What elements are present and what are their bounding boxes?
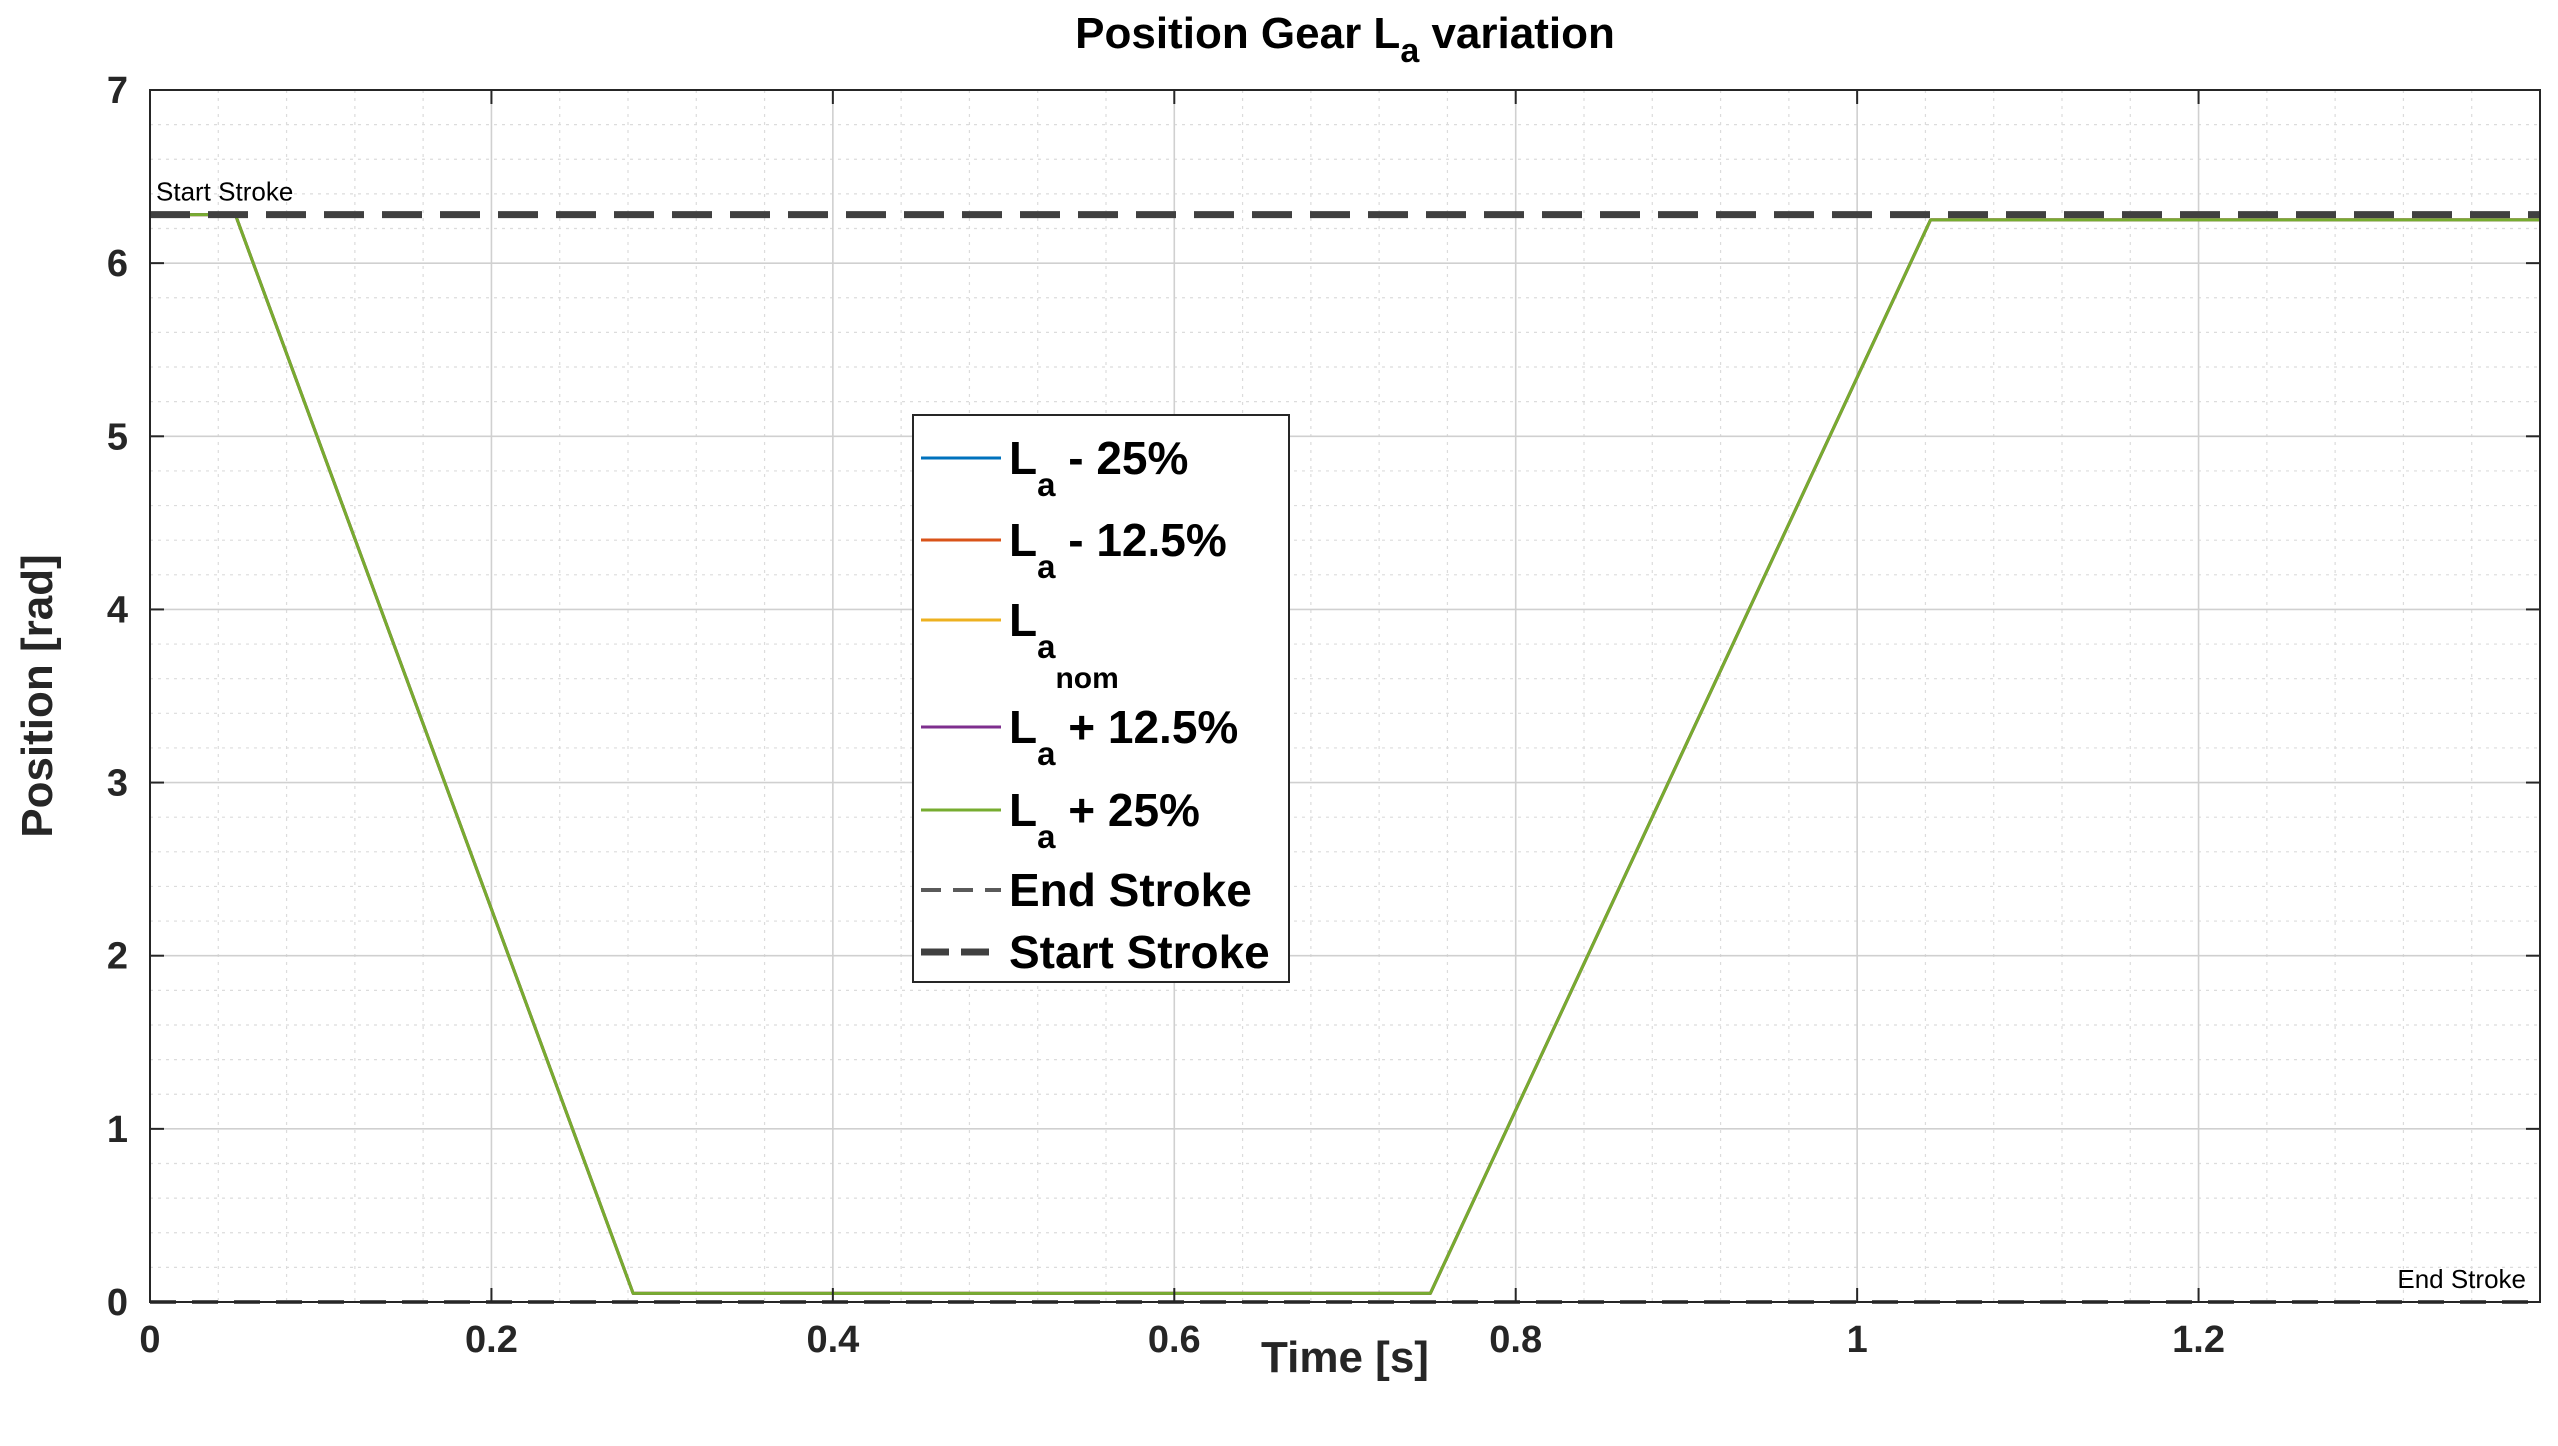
legend-label-4: La + 25% [1009, 784, 1200, 855]
title-main: Position Gear L [1075, 9, 1400, 58]
series-line-1 [150, 213, 2540, 1295]
y-tick-label: 7 [107, 70, 128, 112]
x-tick-label: 0.6 [1148, 1319, 1201, 1361]
title-sub: a [1400, 32, 1420, 70]
annotation-1: End Stroke [2397, 1264, 2526, 1294]
x-tick-label: 1.2 [2172, 1319, 2225, 1361]
x-tick-label: 0.4 [806, 1319, 859, 1361]
y-tick-label: 1 [107, 1109, 128, 1151]
y-tick-label: 2 [107, 936, 128, 978]
x-tick-label: 0 [139, 1319, 160, 1361]
series-line-4 [150, 213, 2540, 1295]
legend-label-0: La - 25% [1009, 432, 1188, 503]
series-line-0 [150, 213, 2540, 1295]
annotations: Start Stroke End Stroke [156, 177, 2526, 1294]
y-tick-label: 3 [107, 763, 128, 805]
plot-frame [149, 89, 2541, 1303]
legend-label-6: Start Stroke [1009, 926, 1270, 978]
legend-box [912, 414, 1290, 983]
legend-label-2: Lanom [1009, 594, 1119, 695]
y-tick-label: 4 [107, 589, 128, 631]
y-tick-label: 6 [107, 243, 128, 285]
legend-label-5: End Stroke [1009, 864, 1252, 916]
series-line-3 [150, 213, 2540, 1295]
legend-label-3: La + 12.5% [1009, 701, 1238, 772]
x-tick-label: 1 [1847, 1319, 1868, 1361]
y-tick-label: 0 [107, 1282, 128, 1324]
x-tick-label: 0.8 [1489, 1319, 1542, 1361]
title-rest: variation [1419, 9, 1615, 58]
series-line-2 [150, 213, 2540, 1295]
chart-title: Position Gear La variation [1075, 9, 1615, 70]
annotation-0: Start Stroke [156, 177, 293, 207]
ticks-layer: 0 0.2 0.4 0.6 0.8 1 1.2 0 1 2 3 4 5 6 7 [107, 70, 2540, 1361]
y-axis-label: Position [rad] [13, 554, 62, 838]
x-axis-label: Time [s] [1261, 1333, 1429, 1382]
series-layer [150, 211, 2540, 1304]
minor-grid [150, 90, 2540, 1302]
legend-label-1: La - 12.5% [1009, 514, 1227, 585]
x-tick-label: 0.2 [465, 1319, 518, 1361]
y-tick-label: 5 [107, 416, 128, 458]
major-grid [149, 89, 2540, 1303]
